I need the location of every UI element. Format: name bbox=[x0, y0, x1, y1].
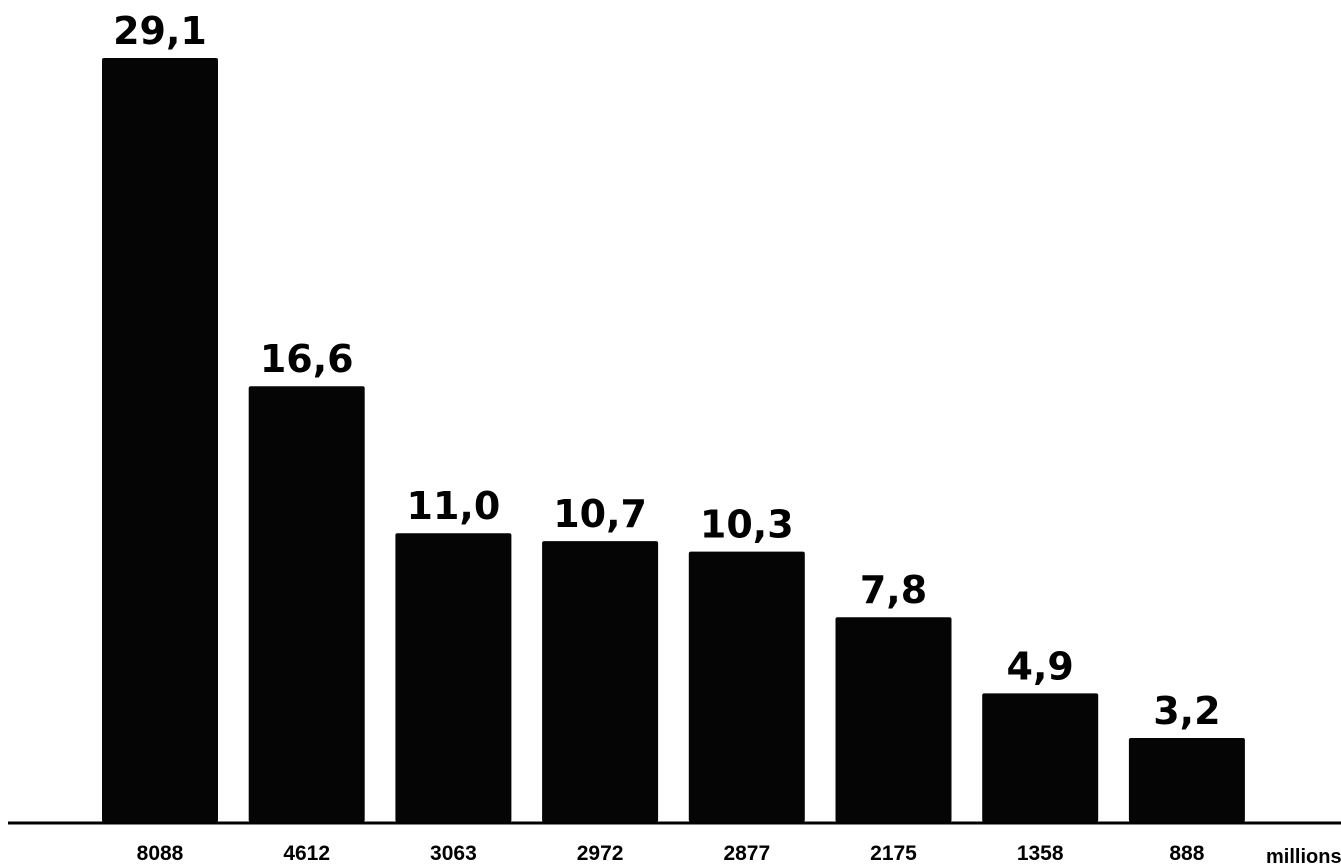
value-label-1358: 4,9 bbox=[1007, 644, 1074, 688]
value-label-888: 3,2 bbox=[1153, 689, 1220, 733]
bar-3063 bbox=[395, 533, 512, 822]
category-label-8088: 8088 bbox=[137, 842, 184, 865]
bar-8088 bbox=[102, 58, 218, 822]
bar-1358 bbox=[982, 693, 1099, 822]
category-label-1358: 1358 bbox=[1017, 842, 1064, 865]
value-label-8088: 29,1 bbox=[113, 9, 207, 53]
category-labels-group: 8088 4612 3063 2972 2877 2175 1358 888 bbox=[137, 842, 1205, 865]
bar-888 bbox=[1128, 738, 1245, 822]
category-unit-label: millions bbox=[1266, 846, 1341, 868]
bars-group bbox=[102, 58, 1245, 822]
category-label-2972: 2972 bbox=[577, 842, 624, 865]
value-label-4612: 16,6 bbox=[260, 337, 354, 381]
value-label-2877: 10,3 bbox=[700, 503, 794, 547]
value-labels-group: 29,1 16,6 11,0 10,7 10,3 7,8 4,9 3,2 bbox=[113, 9, 1220, 733]
category-label-2175: 2175 bbox=[870, 842, 917, 865]
value-label-2175: 7,8 bbox=[860, 568, 927, 612]
value-label-2972: 10,7 bbox=[553, 492, 647, 536]
category-label-4612: 4612 bbox=[283, 842, 330, 865]
value-label-3063: 11,0 bbox=[407, 484, 501, 528]
category-label-888: 888 bbox=[1169, 842, 1204, 865]
category-label-3063: 3063 bbox=[430, 842, 477, 865]
bar-2972 bbox=[542, 541, 659, 822]
bar-4612 bbox=[248, 386, 365, 822]
bar-2175 bbox=[835, 617, 952, 822]
bar-2877 bbox=[688, 551, 805, 822]
category-label-2877: 2877 bbox=[723, 842, 770, 865]
